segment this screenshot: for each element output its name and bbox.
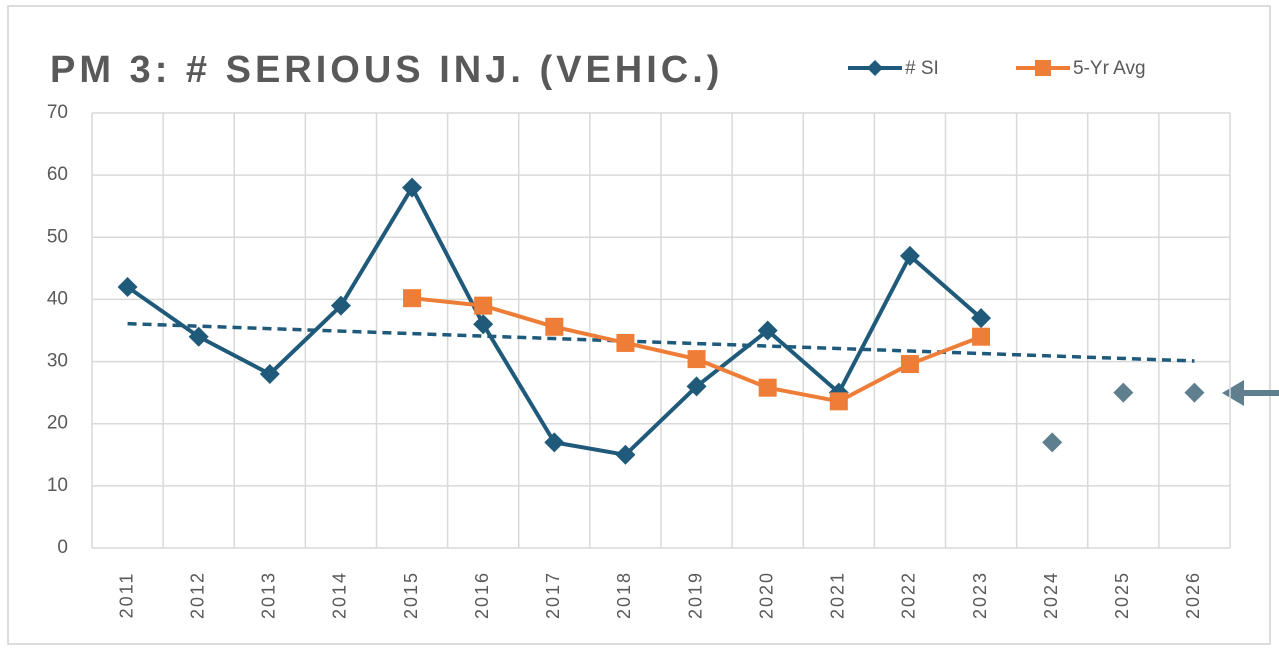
- y-tick-label: 50: [47, 226, 68, 247]
- legend-marker: [1035, 60, 1051, 76]
- data-point: [403, 289, 422, 308]
- data-point: [473, 314, 494, 335]
- x-tick-label: 2016: [472, 571, 492, 619]
- data-point: [117, 277, 138, 297]
- x-tick-label: 2014: [330, 571, 350, 619]
- y-tick-label: 40: [47, 288, 68, 309]
- legend-label: # SI: [905, 58, 939, 79]
- target-arrow: [1222, 380, 1279, 406]
- y-tick-label: 30: [47, 351, 68, 372]
- x-tick-label: 2020: [756, 571, 776, 619]
- data-point: [615, 444, 636, 465]
- data-point: [972, 327, 991, 346]
- data-point: [1113, 382, 1134, 403]
- data-point: [758, 378, 777, 397]
- x-tick-label: 2022: [899, 571, 919, 619]
- y-tick-label: 10: [47, 475, 68, 496]
- data-point: [259, 364, 280, 384]
- x-tick-label: 2017: [543, 571, 563, 619]
- legend-marker: [867, 60, 883, 76]
- x-tick-label: 2019: [685, 571, 705, 619]
- data-point: [616, 333, 635, 352]
- data-point: [402, 177, 423, 198]
- data-point: [971, 308, 992, 329]
- data-point: [686, 376, 707, 397]
- chart-title: PM 3: # SERIOUS INJ. (VEHIC.): [50, 49, 723, 91]
- data-point: [544, 432, 565, 453]
- data-point: [474, 296, 493, 315]
- x-tick-label: 2024: [1041, 571, 1061, 619]
- x-tick-label: 2012: [187, 571, 207, 619]
- trendline: [127, 321, 1195, 363]
- data-point: [188, 326, 209, 347]
- data-point: [545, 317, 564, 336]
- x-tick-label: 2021: [828, 571, 848, 619]
- x-tick-label: 2013: [259, 571, 279, 619]
- legend-label: 5-Yr Avg: [1073, 58, 1146, 79]
- data-point: [899, 245, 920, 266]
- x-tick-label: 2018: [614, 571, 634, 619]
- data-point: [687, 350, 706, 369]
- y-tick-label: 70: [47, 102, 68, 123]
- x-tick-label: 2023: [970, 571, 990, 619]
- y-tick-label: 60: [47, 164, 68, 185]
- x-tick-label: 2015: [401, 571, 421, 619]
- data-point: [829, 392, 848, 411]
- x-tick-label: 2026: [1183, 571, 1203, 619]
- data-point: [1184, 382, 1205, 403]
- data-point: [330, 295, 351, 316]
- data-point: [757, 320, 778, 341]
- y-tick-label: 0: [57, 537, 68, 558]
- y-tick-label: 20: [47, 413, 68, 434]
- x-tick-label: 2011: [116, 572, 136, 619]
- data-point: [900, 355, 919, 374]
- x-tick-label: 2025: [1112, 571, 1132, 619]
- data-point: [1042, 432, 1063, 453]
